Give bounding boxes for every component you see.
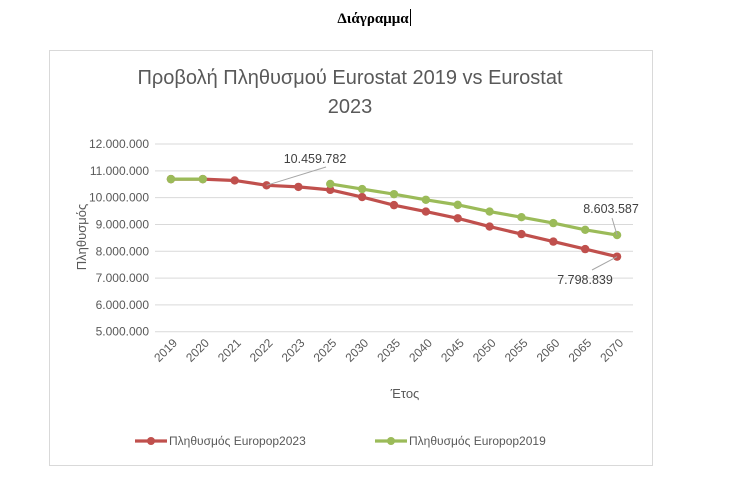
data-point [581,244,590,254]
data-label: 10.459.782 [284,152,347,166]
chart-title-line-1: Προβολή Πληθυσμού Eurostat 2019 vs Euros… [137,67,563,89]
data-point [549,237,558,246]
legend-marker [147,437,155,445]
heading-text: Διάγραμμα [337,11,409,27]
chart-frame [49,50,653,466]
data-point [357,184,367,194]
data-point [517,229,526,239]
legend-marker [387,437,395,445]
y-tick-label: 5.000.000 [96,325,150,339]
legend-item-1[interactable]: Πληθυσμός Europop2019 [375,434,546,448]
y-tick-label: 6.000.000 [96,298,150,312]
data-point [421,207,431,216]
y-tick-label: 12.000.000 [89,137,149,151]
data-point [581,225,590,235]
y-tick-label: 7.000.000 [96,271,150,285]
data-point [326,185,335,195]
x-axis-label: Έτος [390,386,420,401]
y-tick-label: 11.000.000 [90,164,149,178]
text-cursor [409,9,411,26]
y-axis-label: Πληθυσμός [74,204,89,270]
data-point [230,176,239,185]
data-point [517,213,526,222]
data-point [198,174,207,184]
chart-title-line-2: 2023 [328,96,373,118]
legend-item-0[interactable]: Πληθυσμός Europop2023 [135,434,306,448]
data-point [357,192,367,202]
data-point [485,207,494,216]
data-point [294,182,303,192]
series-line-1 [330,182,618,237]
leader-line [611,217,618,236]
data-point [166,174,176,184]
leader-line [591,256,618,271]
y-tick-label: 8.000.000 [96,244,150,258]
data-point [549,218,558,228]
data-point [389,200,399,210]
data-point [326,179,335,189]
legend-label: Πληθυσμός Europop2019 [409,434,546,448]
data-point [453,214,462,223]
data-point [389,189,399,199]
data-point [485,222,494,231]
data-label: 8.603.587 [583,202,639,216]
y-tick-label: 9.000.000 [96,217,150,231]
document-heading: Διάγραμμα [0,9,748,28]
leader-line [266,166,327,186]
data-point [453,200,462,210]
data-point [421,195,431,204]
y-tick-label: 10.000.000 [89,191,149,205]
legend-label: Πληθυσμός Europop2023 [169,434,306,448]
data-label: 7.798.839 [557,273,613,287]
